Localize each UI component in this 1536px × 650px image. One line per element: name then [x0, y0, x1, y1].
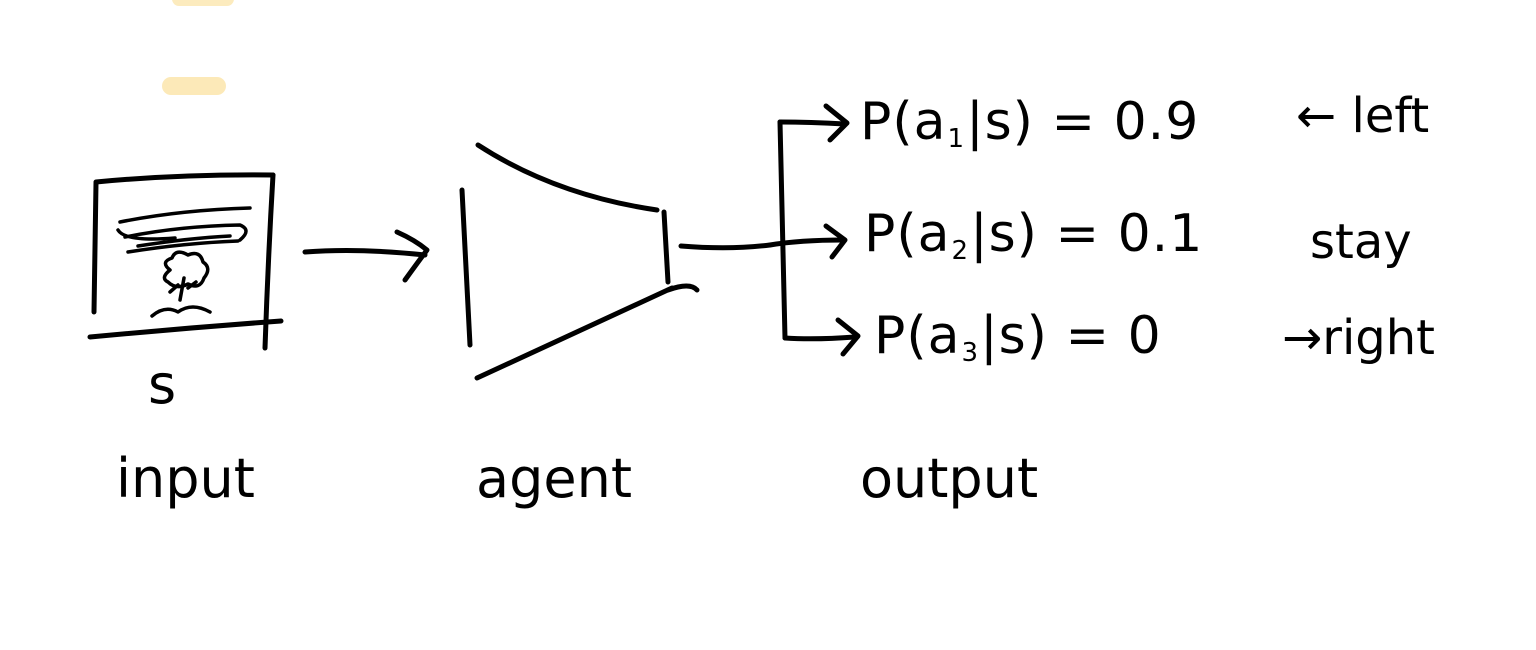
action-name: stay [1310, 214, 1412, 270]
action-label-stay: stay [1310, 218, 1412, 266]
arrow-agent-to-output [678, 103, 861, 357]
probability-row-3: P(a3|s) = 0 [874, 310, 1162, 366]
agent-caption: agent [476, 447, 632, 510]
probability-row-2: P(a2|s) = 0.1 [864, 208, 1203, 264]
action-label-right: →right [1282, 314, 1435, 362]
action-subscript: 2 [951, 236, 970, 266]
action-name: right [1322, 310, 1435, 366]
input-scene-icon [116, 206, 252, 318]
prob-prefix: P(a [874, 306, 961, 366]
probability-row-1: P(a1|s) = 0.9 [860, 96, 1199, 152]
prob-suffix: |s) = 0.9 [966, 92, 1200, 152]
input-symbol: s [148, 353, 177, 416]
action-subscript: 1 [947, 124, 966, 154]
right-arrow-icon: → [1282, 310, 1323, 366]
input-caption: input [116, 447, 255, 510]
prob-prefix: P(a [864, 204, 951, 264]
prob-suffix: |s) = 0 [980, 306, 1162, 366]
action-name: left [1351, 88, 1430, 144]
left-arrow-icon: ← [1296, 88, 1337, 144]
agent-funnel-icon [459, 142, 700, 381]
prob-suffix: |s) = 0.1 [970, 204, 1204, 264]
prob-prefix: P(a [860, 92, 947, 152]
input-frame [87, 172, 284, 351]
action-subscript: 3 [961, 338, 980, 368]
arrow-input-to-agent [302, 229, 430, 283]
highlight-mark [172, 0, 234, 6]
action-label-left: ← left [1296, 92, 1429, 140]
output-caption: output [860, 447, 1039, 510]
highlight-mark [162, 77, 226, 95]
